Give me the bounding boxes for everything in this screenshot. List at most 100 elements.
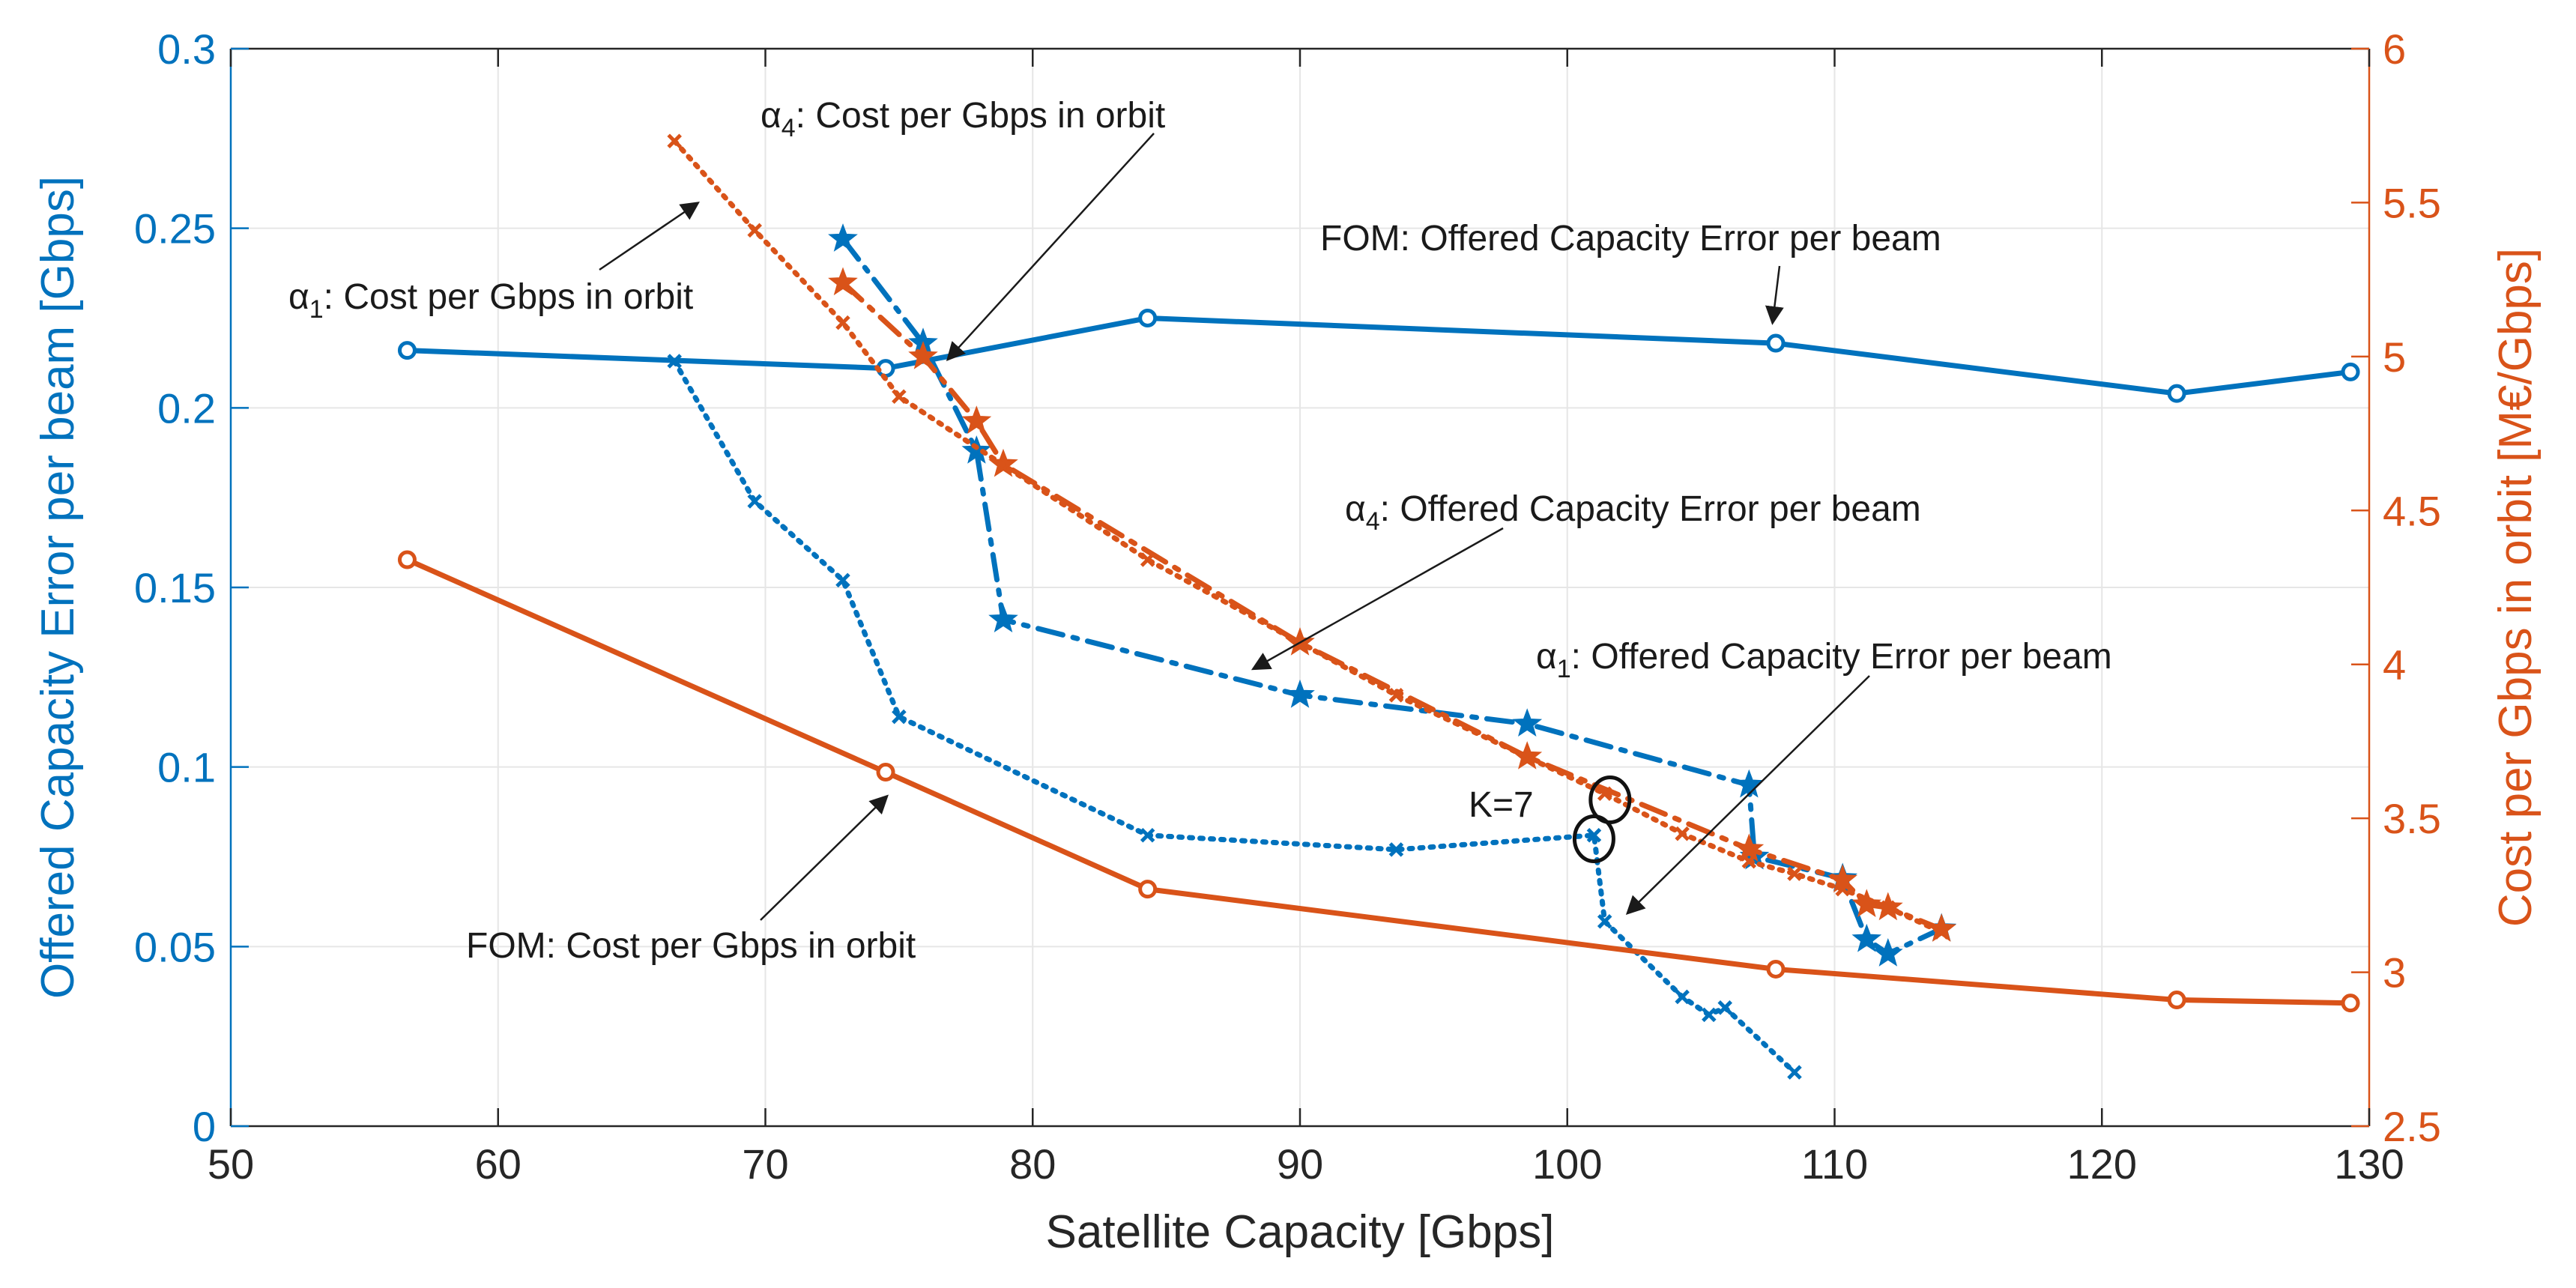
data-point bbox=[892, 389, 907, 405]
y-left-tick-label: 0.05 bbox=[134, 923, 216, 970]
data-point bbox=[1388, 842, 1404, 857]
data-point bbox=[988, 604, 1018, 633]
annotation-label: FOM: Offered Capacity Error per beam bbox=[1320, 219, 1941, 258]
series-layer bbox=[397, 133, 2360, 1080]
annotation-symbol: α bbox=[1345, 489, 1366, 529]
y-right-tick-label: 5.5 bbox=[2383, 179, 2441, 226]
annotation-text: : Cost per Gbps in orbit bbox=[796, 96, 1166, 136]
annotation-arrow bbox=[1625, 675, 1870, 915]
annotation-symbol: α bbox=[288, 277, 309, 317]
y-axis-left-label: Offered Capacity Error per beam [Gbps] bbox=[32, 176, 84, 999]
data-point bbox=[667, 354, 682, 369]
y-right-tick-label: 6 bbox=[2383, 25, 2406, 73]
data-point bbox=[1675, 826, 1690, 841]
data-point bbox=[1872, 938, 1903, 967]
x-tick-label: 70 bbox=[742, 1140, 788, 1188]
annotation-text: : Offered Capacity Error per beam bbox=[1380, 489, 1921, 529]
data-point bbox=[1140, 827, 1155, 843]
annotation-symbol: α bbox=[761, 96, 781, 136]
annotation-label: α1: Cost per Gbps in orbit bbox=[288, 277, 693, 324]
data-point bbox=[1766, 959, 1786, 979]
series-line bbox=[840, 236, 1944, 957]
x-tick-label: 90 bbox=[1277, 1140, 1323, 1188]
data-point bbox=[1766, 333, 1786, 353]
y-right-tick-label: 4.5 bbox=[2383, 487, 2441, 534]
data-point bbox=[1934, 925, 1949, 940]
data-point bbox=[1851, 889, 1882, 918]
annotation-label: α1: Offered Capacity Error per beam bbox=[1536, 637, 2112, 683]
data-point bbox=[1734, 769, 1765, 798]
ann-a4-cost: α4: Cost per Gbps in orbit bbox=[761, 96, 1165, 361]
y-left-tick-label: 0.25 bbox=[134, 205, 216, 253]
data-point bbox=[1388, 688, 1404, 703]
x-tick-label: 100 bbox=[1532, 1140, 1602, 1188]
annotation-label: α4: Cost per Gbps in orbit bbox=[761, 96, 1165, 142]
data-point bbox=[1597, 786, 1612, 802]
data-point bbox=[1851, 923, 1882, 952]
data-point bbox=[828, 223, 858, 252]
x-tick-label: 50 bbox=[208, 1140, 254, 1188]
series-5 bbox=[667, 133, 1949, 940]
annotation-arrow bbox=[1251, 527, 1504, 671]
data-point bbox=[1512, 741, 1543, 770]
annotation-label: α4: Offered Capacity Error per beam bbox=[1345, 489, 1921, 536]
data-point bbox=[1835, 881, 1850, 897]
data-point bbox=[1138, 309, 1158, 327]
highlight-circle bbox=[1588, 775, 1632, 824]
y-right-tick-label: 3.5 bbox=[2383, 795, 2441, 842]
ann-k7: K=7 bbox=[1469, 785, 1534, 825]
y-right-tick-label: 3 bbox=[2383, 949, 2406, 997]
axes-layer: 50 60 70 80 90 100 110 120 130 0 0.05 0.1 0.15 0.2 0.2… bbox=[134, 25, 2441, 1188]
data-point bbox=[1702, 1007, 1717, 1023]
data-point bbox=[2167, 991, 2186, 1010]
data-point bbox=[961, 405, 992, 435]
series-line bbox=[405, 557, 2353, 1006]
data-point bbox=[828, 267, 858, 296]
ann-fom-cost: FOM: Cost per Gbps in orbit bbox=[466, 794, 916, 966]
annotation-subscript: 1 bbox=[1557, 655, 1571, 683]
y-left-tick-label: 0.3 bbox=[157, 25, 216, 73]
data-point bbox=[1881, 900, 1896, 916]
data-point bbox=[1734, 833, 1765, 862]
annotation-symbol: α bbox=[1536, 637, 1557, 677]
data-point bbox=[397, 550, 417, 569]
y-right-tick-label: 5 bbox=[2383, 333, 2406, 381]
data-point bbox=[908, 341, 938, 369]
data-point bbox=[2341, 994, 2360, 1013]
annotation-label: FOM: Cost per Gbps in orbit bbox=[466, 926, 916, 966]
x-tick-label: 130 bbox=[2334, 1140, 2404, 1188]
data-point bbox=[2167, 384, 2186, 403]
data-point bbox=[1717, 1000, 1732, 1015]
annotation-text: : Offered Capacity Error per beam bbox=[1571, 637, 2112, 677]
ann-a1-ocerr: α1: Offered Capacity Error per beam bbox=[1536, 637, 2112, 915]
annotation-arrow bbox=[599, 202, 700, 271]
data-point bbox=[892, 709, 907, 725]
annotation-label: K=7 bbox=[1469, 785, 1534, 825]
data-point bbox=[1140, 552, 1155, 567]
highlight-circle bbox=[1572, 814, 1615, 864]
data-point bbox=[2341, 362, 2360, 381]
annotation-text: : Cost per Gbps in orbit bbox=[324, 277, 694, 317]
x-tick-label: 80 bbox=[1009, 1140, 1056, 1188]
y-left-tick-label: 0 bbox=[193, 1103, 216, 1150]
annotation-arrow bbox=[946, 133, 1155, 361]
data-point bbox=[1597, 914, 1612, 929]
x-tick-label: 120 bbox=[2067, 1140, 2137, 1188]
annotation-subscript: 4 bbox=[781, 114, 796, 142]
data-point bbox=[747, 223, 762, 238]
data-point bbox=[1285, 679, 1315, 708]
y-left-tick-label: 0.15 bbox=[134, 564, 216, 611]
data-point bbox=[835, 572, 850, 588]
ann-a4-ocerr: α4: Offered Capacity Error per beam bbox=[1251, 489, 1921, 671]
series-line bbox=[671, 358, 1798, 1075]
data-point bbox=[1675, 989, 1690, 1005]
series-2 bbox=[667, 354, 1802, 1080]
x-tick-label: 60 bbox=[475, 1140, 521, 1188]
y-right-tick-label: 2.5 bbox=[2383, 1103, 2441, 1150]
data-point bbox=[397, 341, 417, 360]
data-point bbox=[667, 133, 682, 149]
data-point bbox=[747, 494, 762, 509]
x-axis-label: Satellite Capacity [Gbps] bbox=[1046, 1206, 1555, 1258]
